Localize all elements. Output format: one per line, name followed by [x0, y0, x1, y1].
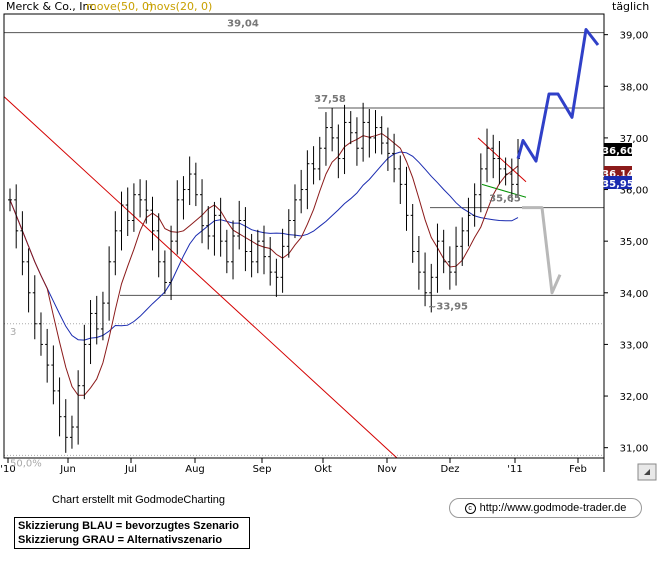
price-label-text: 36,60	[602, 146, 634, 157]
label-layer: 39,0437,5835,65~33,95350,0%36,6036,1435,…	[6, 0, 649, 469]
price-series-layer	[8, 103, 520, 453]
y-tick-label: 34,00	[620, 289, 649, 300]
legend-line-gray: Skizzierung GRAU = Alternativszenario	[18, 533, 246, 547]
x-tick-label: Jun	[59, 464, 76, 475]
y-tick-label: 39,00	[620, 31, 649, 42]
x-tick-label: Jul	[124, 464, 137, 475]
indicator-label-sma: movs(20, 0)	[146, 0, 212, 13]
x-tick-label: Sep	[253, 464, 272, 475]
scenario-legend-box: Skizzierung BLAU = bevorzugtes Szenario …	[14, 517, 250, 549]
source-url: http://www.godmode-trader.de	[480, 502, 627, 514]
dotted-level-label: 50,0%	[10, 458, 42, 469]
level-label: 37,58	[314, 94, 346, 105]
y-tick-label: 31,00	[620, 444, 649, 455]
level-label: ~33,95	[428, 301, 468, 312]
wedge-upper-line	[478, 138, 526, 182]
y-tick-label: 35,00	[620, 237, 649, 248]
scenario-blue-path	[518, 30, 598, 162]
trend-layer	[4, 97, 526, 458]
x-tick-label: Feb	[569, 464, 587, 475]
level-label: 35,65	[489, 194, 521, 205]
y-tick-label: 32,00	[620, 392, 649, 403]
scenario-layer	[518, 30, 598, 293]
chart-title: Merck & Co., Inc	[6, 0, 96, 13]
x-tick-label: '11	[507, 464, 522, 475]
source-url-badge[interactable]: c http://www.godmode-trader.de	[449, 498, 642, 518]
scenario-gray-path	[522, 208, 560, 293]
dotted-level-label: 3	[10, 327, 16, 338]
x-tick-label: Aug	[185, 464, 205, 475]
x-tick-label: Dez	[440, 464, 459, 475]
x-tick-label: Okt	[314, 464, 332, 475]
x-tick-label: Nov	[377, 464, 397, 475]
period-label: täglich	[612, 0, 649, 13]
chart-footer-note: Chart erstellt mit GodmodeCharting	[52, 494, 225, 506]
level-label: 39,04	[227, 19, 259, 30]
price-label-text: 35,95	[602, 179, 634, 190]
y-tick-label: 38,00	[620, 82, 649, 93]
y-tick-label: 33,00	[620, 340, 649, 351]
plot-frame	[4, 14, 604, 458]
indicator-label-ema: move(50, 0)	[86, 0, 153, 13]
grid-layer	[4, 33, 604, 456]
copyright-icon: c	[465, 503, 476, 514]
axis-layer: 31,0032,0033,0034,0035,0036,0037,0038,00…	[0, 14, 656, 480]
legend-line-blue: Skizzierung BLAU = bevorzugtes Szenario	[18, 519, 246, 533]
